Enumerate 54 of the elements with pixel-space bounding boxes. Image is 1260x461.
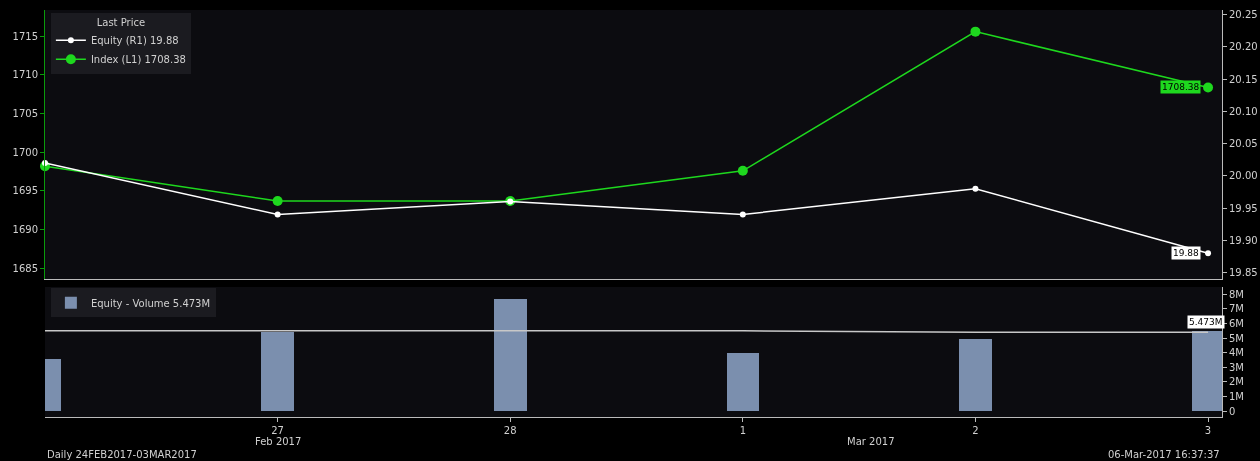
point [274,211,281,218]
data-label: 19.88 [1173,248,1200,258]
y2-tick-label: 20.25 [1229,9,1258,21]
y-tick-label: 6M [1229,318,1244,330]
y-tick-label: 1690 [12,224,38,236]
x-tick-label: 3 [1204,425,1212,436]
y-tick-label: 4M [1229,347,1244,359]
text: 06-Mar-2017 16:37:37 [1108,449,1220,460]
bar [494,299,527,411]
x-tick-label: 1 [739,425,747,436]
y2-tick-label: 20.00 [1229,170,1258,182]
y2-tick-label: 19.90 [1229,234,1258,246]
text: Feb 2017 [255,436,302,447]
legend-label: Index (L1) 1708.38 [90,54,186,66]
data-label: 5.473M [1189,317,1223,327]
bar [959,339,992,411]
y2-tick-label: 20.05 [1229,138,1258,150]
y-tick-label: 1685 [12,262,38,274]
point [739,211,746,218]
x-tick-label: 2 [972,425,979,436]
legend-label: Equity (R1) 19.88 [90,35,179,47]
y-tick-label: 1710 [12,69,38,81]
y-tick-label: 2M [1229,376,1244,388]
text: Mar 2017 [847,436,895,447]
legend-title: Last Price [96,16,146,28]
y2-tick-label: 20.20 [1229,41,1258,53]
bar [261,332,294,411]
y-tick-label: 0 [1229,405,1236,417]
point [1205,250,1212,257]
bar [727,353,759,411]
y-tick-label: 1700 [12,146,38,158]
y2-tick-label: 20.10 [1229,105,1258,117]
data-label: 1708.38 [1162,82,1200,92]
point [1203,82,1214,93]
point [972,185,979,192]
y-tick-label: 1M [1229,391,1244,403]
y-tick-label: 8M [1229,288,1244,300]
y2-tick-label: 19.85 [1229,267,1258,279]
point [42,159,48,166]
legend-label: Equity - Volume 5.473M [90,297,211,309]
y-tick-label: 5M [1229,332,1244,344]
x-tick-label: 28 [503,425,517,436]
y-tick-label: 1695 [12,185,38,197]
y-tick-label: 3M [1229,361,1244,373]
y-tick-label: 1705 [12,108,38,120]
y-tick-label: 7M [1229,303,1244,315]
text: Daily 24FEB2017-03MAR2017 [47,449,197,460]
y2-tick-label: 20.15 [1229,73,1258,85]
point [272,195,283,206]
point [737,165,748,176]
point [970,26,981,37]
y2-tick-label: 19.95 [1229,202,1258,214]
x-tick-label: 27 [271,425,284,436]
y-tick-label: 1715 [12,30,38,42]
